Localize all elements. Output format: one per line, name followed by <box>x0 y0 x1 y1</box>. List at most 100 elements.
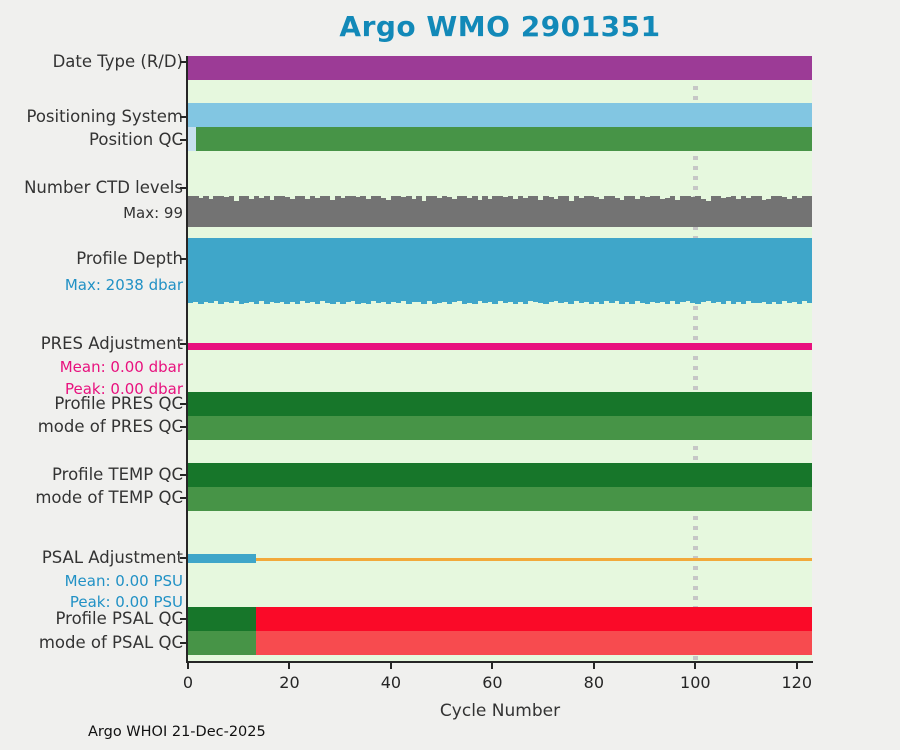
bar-ctd-levels-cycle22 <box>299 196 306 227</box>
x-tick-80 <box>592 663 595 669</box>
bar-profile-depth-cycle63 <box>507 238 514 303</box>
bar-profile-depth-cycle11 <box>243 238 250 303</box>
bar-ctd-levels-cycle48 <box>431 196 437 227</box>
bar-ctd-levels-cycle31 <box>345 196 351 227</box>
bar-ctd-levels-cycle92 <box>654 196 661 227</box>
bar-profile-depth-cycle66 <box>522 238 529 304</box>
bar-ctd-levels-cycle36 <box>370 196 377 227</box>
bar-ctd-levels-cycle15 <box>264 196 270 227</box>
bar-ctd-levels-cycle35 <box>365 199 372 227</box>
bar-ctd-levels-cycle42 <box>401 197 407 227</box>
bar-ctd-levels-cycle20 <box>289 198 295 227</box>
bar-profile-depth-cycle70 <box>543 238 549 304</box>
bar-profile-depth-cycle41 <box>396 238 402 304</box>
bar-ctd-levels-cycle40 <box>390 196 397 227</box>
bar-profile-depth-cycle22 <box>299 238 306 302</box>
bar-profile-depth-cycle107 <box>730 238 737 304</box>
bar-profile-depth-cycle71 <box>548 238 554 302</box>
bar-profile-depth-cycle91 <box>649 238 656 302</box>
bar-ctd-levels-cycle30 <box>340 198 346 227</box>
bar-ctd-levels-cycle44 <box>411 198 417 227</box>
row-sublabel-ctd-levels-0: Max: 99 <box>123 204 183 222</box>
bar-ctd-levels-cycle9 <box>233 200 240 227</box>
bar-position-qc-seg0 <box>188 127 197 151</box>
bar-ctd-levels-cycle81 <box>598 199 605 227</box>
bar-profile-depth-cycle117 <box>781 238 788 302</box>
x-tick-120 <box>795 663 798 669</box>
bar-profile-depth-cycle88 <box>634 238 640 301</box>
bar-profile-depth-cycle12 <box>248 238 255 302</box>
bar-profile-depth-cycle16 <box>269 238 275 303</box>
bar-profile-pres-qc-seg0 <box>188 392 812 416</box>
bar-ctd-levels-cycle52 <box>451 199 458 227</box>
row-label-profile-temp-qc: Profile TEMP QC <box>52 465 183 484</box>
bar-ctd-levels-cycle25 <box>314 197 321 227</box>
bar-profile-depth-cycle108 <box>735 238 742 303</box>
bar-ctd-levels-cycle8 <box>228 196 235 227</box>
bar-profile-depth-cycle20 <box>289 238 295 303</box>
bar-profile-depth-cycle102 <box>705 238 711 302</box>
y-tick-ctd-levels <box>180 187 187 189</box>
row-label-psal-adjustment: PSAL Adjustment <box>41 548 183 567</box>
row-label-profile-depth: Profile Depth <box>76 249 183 268</box>
bar-ctd-levels-cycle107 <box>730 196 737 227</box>
bar-profile-depth-cycle78 <box>583 238 590 302</box>
bar-profile-depth-cycle52 <box>451 238 458 303</box>
bar-profile-depth-cycle17 <box>274 238 280 304</box>
bar-ctd-levels-cycle51 <box>446 196 453 227</box>
bar-ctd-levels-cycle97 <box>680 196 686 227</box>
bar-ctd-levels-cycle63 <box>507 196 514 227</box>
bar-profile-depth-cycle19 <box>284 238 290 304</box>
bar-profile-depth-cycle3 <box>203 238 209 302</box>
bar-profile-depth-cycle85 <box>619 238 625 304</box>
bar-ctd-levels-cycle67 <box>527 196 534 227</box>
bar-ctd-levels-cycle65 <box>517 196 524 227</box>
bar-ctd-levels-cycle102 <box>705 200 711 227</box>
bar-profile-depth-cycle55 <box>467 238 473 303</box>
bar-profile-depth-cycle58 <box>482 238 488 304</box>
y-tick-date-type <box>180 61 187 63</box>
bar-profile-depth-cycle109 <box>740 238 747 304</box>
bar-ctd-levels-cycle46 <box>421 200 427 227</box>
bar-profile-depth-cycle42 <box>401 238 407 301</box>
x-tick-100 <box>694 663 697 669</box>
bar-ctd-levels-cycle0 <box>188 196 194 227</box>
bar-profile-depth-cycle64 <box>512 238 519 304</box>
bar-profile-depth-cycle74 <box>563 238 569 303</box>
bar-profile-depth-cycle24 <box>309 238 316 302</box>
bar-ctd-levels-cycle122 <box>806 196 813 227</box>
bar-profile-depth-cycle99 <box>690 238 696 304</box>
bar-profile-depth-cycle21 <box>294 238 300 304</box>
bar-profile-depth-cycle14 <box>259 238 265 301</box>
bar-profile-depth-cycle113 <box>761 238 767 302</box>
x-axis-spine <box>186 661 813 663</box>
bar-ctd-levels-cycle106 <box>725 196 732 227</box>
bar-profile-depth-cycle30 <box>340 238 346 304</box>
row-sublabel-pres-adjustment-1: Peak: 0.00 dbar <box>64 380 183 398</box>
row-label-date-type: Date Type (R/D) <box>52 52 183 71</box>
bar-profile-depth-cycle62 <box>502 238 508 303</box>
row-sublabel-psal-adjustment-0: Mean: 0.00 PSU <box>64 572 183 590</box>
bar-ctd-levels-cycle98 <box>685 196 691 227</box>
bar-profile-depth-cycle51 <box>446 238 453 304</box>
row-label-profile-pres-qc: Profile PRES QC <box>54 394 183 413</box>
bar-profile-depth-cycle28 <box>330 238 336 304</box>
bar-profile-depth-cycle87 <box>629 238 635 304</box>
bar-ctd-levels-cycle73 <box>558 196 564 227</box>
bar-profile-depth-cycle65 <box>517 238 524 302</box>
bar-ctd-levels-cycle38 <box>380 197 387 227</box>
plot-area <box>188 56 813 661</box>
bar-profile-depth-cycle106 <box>725 238 732 302</box>
bar-profile-depth-cycle92 <box>654 238 661 304</box>
bar-profile-depth-cycle114 <box>766 238 772 304</box>
bar-profile-depth-cycle95 <box>669 238 676 302</box>
x-tick-0 <box>187 663 189 669</box>
bar-profile-depth-cycle73 <box>558 238 564 304</box>
bar-date-type-seg0 <box>188 56 812 80</box>
bar-ctd-levels-cycle117 <box>781 197 788 227</box>
bar-ctd-levels-cycle43 <box>406 196 412 227</box>
bar-profile-psal-qc-seg1 <box>256 607 812 631</box>
bar-profile-depth-cycle112 <box>756 238 762 303</box>
bar-profile-depth-cycle29 <box>335 238 341 302</box>
bar-ctd-levels-cycle60 <box>492 196 498 227</box>
